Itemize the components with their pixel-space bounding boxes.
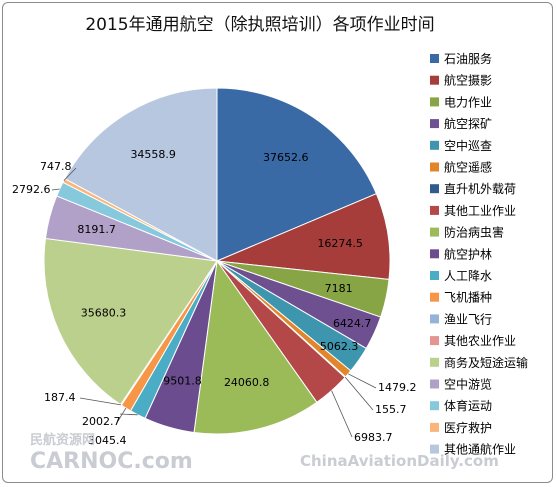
legend-swatch-8 [430, 205, 439, 215]
data-label-9: 24060.8 [224, 376, 270, 389]
pie-slice-9 [193, 259, 318, 435]
legend-swatch-19 [430, 444, 439, 454]
legend-label-12: 飞机播种 [444, 291, 492, 305]
pie-slice-15 [43, 237, 218, 406]
leader-line-6 [347, 373, 377, 389]
data-label-1: 37652.6 [263, 151, 309, 164]
legend-swatch-2 [430, 75, 439, 85]
legend-label-6: 航空遥感 [444, 160, 492, 175]
watermark-left-bottom: CARNOC.com [30, 449, 193, 474]
legend-swatch-3 [430, 97, 439, 107]
leader-line-12 [117, 407, 127, 422]
leader-lines [51, 167, 377, 438]
data-label-4: 6424.7 [333, 317, 372, 330]
data-label-12: 2002.7 [82, 415, 121, 428]
data-label-2: 16274.5 [317, 237, 363, 250]
leader-line-17 [51, 188, 60, 191]
legend-label-5: 空中巡查 [444, 138, 492, 153]
legend-swatch-9 [430, 227, 439, 237]
data-label-17: 2792.6 [12, 183, 51, 196]
legend-swatch-15 [430, 357, 439, 367]
legend-swatch-6 [430, 162, 439, 172]
data-labels: 37652.6 16274.5 7181 6424.7 5062.3 1479.2 155.… [12, 148, 417, 447]
legend-label-19: 其他通航作业 [444, 442, 516, 457]
legend-label-11: 人工降水 [444, 269, 492, 283]
leader-line-7 [344, 376, 374, 411]
data-label-11: 3045.4 [88, 434, 127, 447]
pie-slice-1 [216, 87, 378, 262]
legend-label-14: 其他农业作业 [444, 334, 516, 348]
data-label-19: 34558.9 [130, 148, 176, 161]
pie-slice-19 [64, 87, 218, 262]
legend-swatch-7 [430, 184, 439, 194]
legend-label-13: 渔业飞行 [444, 312, 492, 326]
watermarks: 民航资源网 CARNOC.com ChinaAviationDaily.com [30, 432, 499, 474]
legend-label-9: 防治病虫害 [444, 225, 504, 240]
pie-slices [43, 87, 391, 435]
data-label-16: 8191.7 [77, 223, 116, 236]
legend-swatch-11 [430, 271, 439, 280]
data-label-3: 7181 [325, 282, 353, 295]
legend-label-10: 航空护林 [444, 246, 492, 261]
legend-label-15: 商务及短途运输 [444, 355, 528, 370]
legend-swatch-13 [430, 314, 439, 324]
legend-label-16: 空中游览 [444, 377, 492, 392]
legend-label-2: 航空摄影 [444, 73, 492, 88]
legend-swatch-18 [430, 422, 439, 432]
leader-line-8 [331, 390, 353, 438]
leader-line-11 [119, 413, 138, 416]
watermark-left-top: 民航资源网 [30, 432, 95, 448]
legend-swatch-5 [430, 140, 439, 150]
legend-swatch-14 [430, 336, 439, 346]
legend-label-17: 体育运动 [444, 398, 492, 413]
legend-label-18: 医疗救护 [444, 420, 492, 435]
legend-swatch-1 [430, 54, 439, 63]
legend-label-1: 石油服务 [444, 51, 492, 66]
legend-swatch-4 [430, 119, 439, 129]
watermark-right: ChinaAviationDaily.com [300, 452, 499, 470]
chart-title: 2015年通用航空（除执照培训）各项作业时间 [85, 15, 435, 35]
leader-line-18 [63, 167, 77, 181]
legend-label-8: 其他工业作业 [444, 204, 516, 218]
data-label-8: 6983.7 [354, 431, 393, 444]
legend-label-3: 电力作业 [444, 95, 492, 109]
data-label-15: 35680.3 [81, 306, 127, 319]
data-label-13: 187.4 [44, 391, 76, 404]
leader-line-13 [79, 397, 121, 406]
data-label-10: 9501.8 [163, 375, 202, 388]
legend-swatch-17 [430, 401, 439, 411]
legend-swatch-10 [430, 249, 439, 259]
legend-swatch-16 [430, 379, 439, 389]
legend-label-4: 航空探矿 [444, 116, 492, 131]
legend-swatch-12 [430, 292, 439, 302]
data-label-7: 155.7 [375, 403, 407, 416]
legend-label-7: 直升机外载荷 [444, 182, 516, 196]
data-label-5: 5062.3 [320, 340, 359, 353]
legend: 石油服务航空摄影电力作业航空探矿空中巡查航空遥感直升机外载荷其他工业作业防治病虫… [430, 51, 528, 457]
data-label-18: 747.8 [40, 160, 72, 173]
data-label-6: 1479.2 [378, 381, 417, 394]
